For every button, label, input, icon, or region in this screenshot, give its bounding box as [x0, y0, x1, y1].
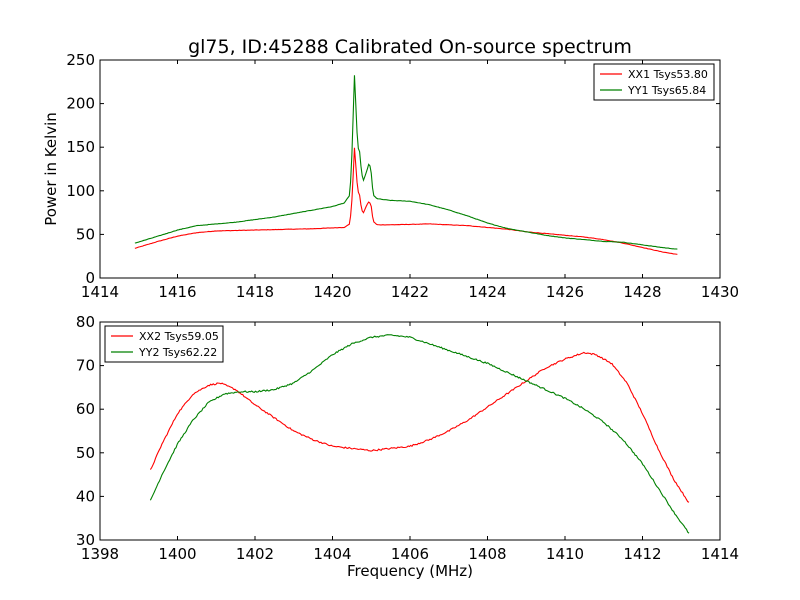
series-line-yy2 [149, 334, 690, 534]
x-tick-label: 1428 [623, 283, 661, 301]
legend-box [593, 63, 715, 101]
legend: XX1 Tsys53.80 YY1 Tsys65.84 [593, 63, 715, 101]
legend: XX2 Tsys59.05 YY2 Tsys62.22 [104, 325, 224, 363]
chart-title: gl75, ID:45288 Calibrated On-source spec… [188, 36, 632, 58]
x-tick-label: 1430 [701, 283, 739, 301]
x-tick-label: 1424 [468, 283, 506, 301]
series-line-xx2 [149, 351, 690, 503]
legend-label: YY1 Tsys65.84 [627, 84, 706, 97]
legend-label: XX2 Tsys59.05 [139, 330, 219, 343]
x-tick-label: 1416 [158, 283, 196, 301]
x-tick-label: 1404 [313, 545, 351, 563]
x-tick-label: 1398 [81, 545, 119, 563]
x-tick-label: 1420 [313, 283, 351, 301]
bottom-spectrum-plot: 1398 1400 1402 1404 1406 1408 1410 1412 1414 30 40… [76, 313, 739, 580]
top-spectrum-plot: 1414 1416 1418 1420 1422 1424 1426 1428 1430 0 50 1… [42, 51, 739, 301]
x-tick-label: 1422 [391, 283, 429, 301]
x-tick-label: 1414 [81, 283, 119, 301]
x-tick-label: 1410 [546, 545, 584, 563]
legend-label: YY2 Tsys62.22 [138, 346, 217, 359]
x-tick-label: 1402 [236, 545, 274, 563]
y-tick-label: 70 [76, 357, 95, 375]
y-tick-label: 200 [66, 95, 95, 113]
x-tick-label: 1406 [391, 545, 429, 563]
y-tick-label: 50 [76, 225, 95, 243]
legend-label: XX1 Tsys53.80 [628, 68, 708, 81]
y-tick-label: 50 [76, 444, 95, 462]
x-tick-label: 1426 [546, 283, 584, 301]
series-line-xx1 [134, 147, 678, 255]
y-tick-label: 250 [66, 51, 95, 69]
y-tick-label: 150 [66, 138, 95, 156]
x-tick-label: 1412 [623, 545, 661, 563]
legend-box [104, 325, 224, 363]
x-tick-label: 1400 [158, 545, 196, 563]
y-tick-label: 80 [76, 313, 95, 331]
y-tick-label: 30 [76, 531, 95, 549]
y-tick-label: 100 [66, 182, 95, 200]
x-tick-label: 1418 [236, 283, 274, 301]
x-axis-label: Frequency (MHz) [347, 562, 473, 580]
series-line-yy1 [134, 75, 678, 250]
y-axis-label: Power in Kelvin [42, 112, 60, 226]
y-tick-label: 60 [76, 400, 95, 418]
x-tick-label: 1408 [468, 545, 506, 563]
y-tick-label: 0 [85, 269, 95, 287]
y-tick-label: 40 [76, 487, 95, 505]
x-tick-label: 1414 [701, 545, 739, 563]
